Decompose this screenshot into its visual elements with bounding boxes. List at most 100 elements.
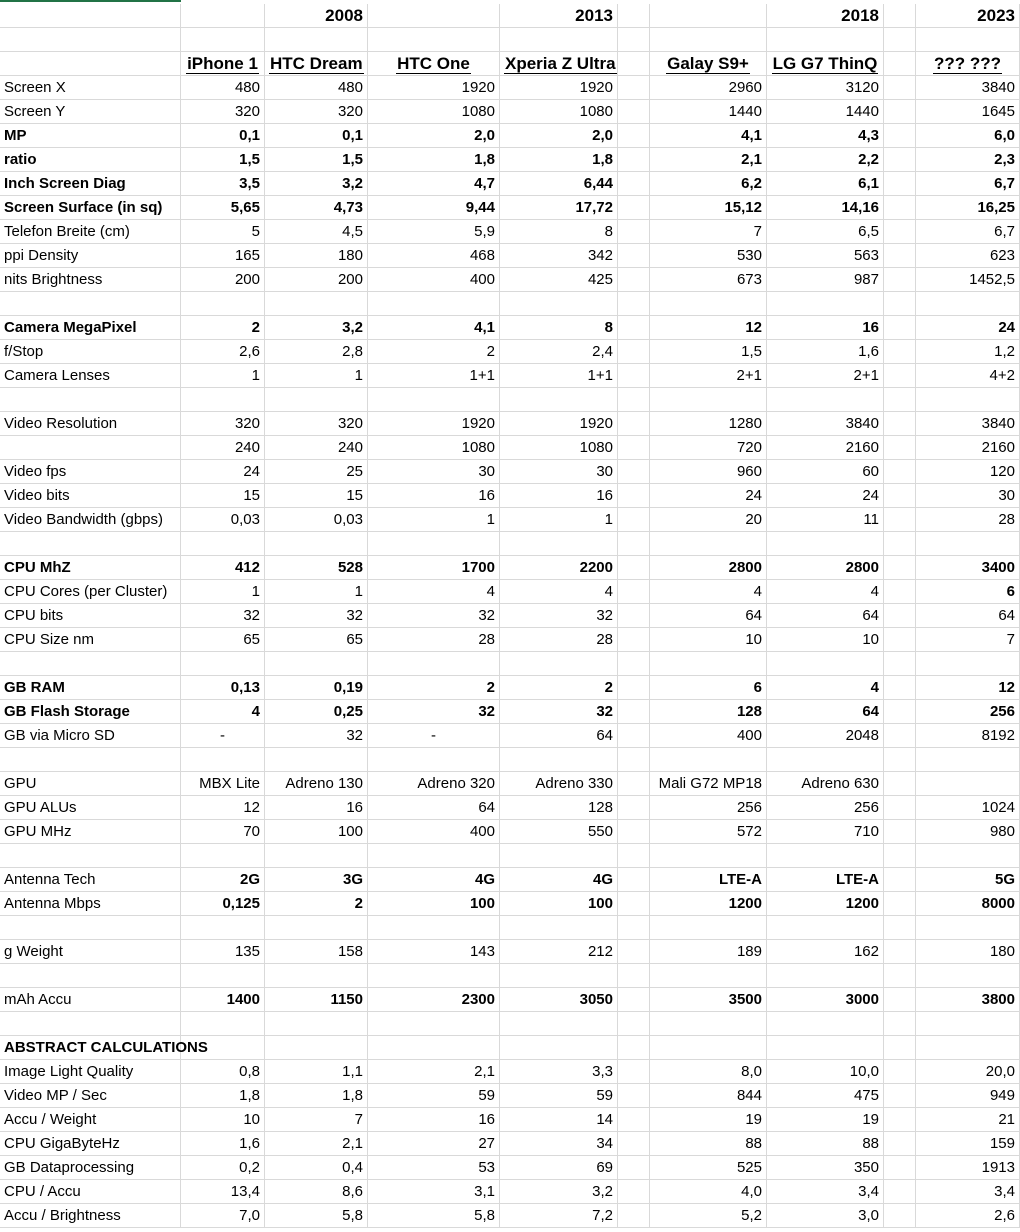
value-cell[interactable]: 2,6	[181, 340, 265, 364]
empty-cell[interactable]	[181, 292, 265, 316]
row-label[interactable]: Telefon Breite (cm)	[0, 220, 181, 244]
value-cell[interactable]: 10	[181, 1108, 265, 1132]
device-header[interactable]: LG G7 ThinQ	[767, 52, 884, 76]
empty-cell[interactable]	[181, 652, 265, 676]
value-cell[interactable]: 189	[650, 940, 767, 964]
empty-cell[interactable]	[618, 436, 650, 460]
value-cell[interactable]: 7	[916, 628, 1020, 652]
value-cell[interactable]: 2,0	[500, 124, 618, 148]
value-cell[interactable]: 710	[767, 820, 884, 844]
value-cell[interactable]	[884, 1204, 916, 1228]
empty-cell[interactable]	[650, 4, 767, 28]
empty-cell[interactable]	[884, 652, 916, 676]
value-cell[interactable]: 2160	[767, 436, 884, 460]
value-cell[interactable]: 400	[368, 268, 500, 292]
value-cell[interactable]: 7,0	[181, 1204, 265, 1228]
value-cell[interactable]	[767, 1036, 884, 1060]
value-cell[interactable]: 20,0	[916, 1060, 1020, 1084]
value-cell[interactable]: 1,8	[181, 1084, 265, 1108]
empty-cell[interactable]	[650, 28, 767, 52]
value-cell[interactable]	[884, 1180, 916, 1204]
value-cell[interactable]: 4,1	[650, 124, 767, 148]
value-cell[interactable]: 143	[368, 940, 500, 964]
value-cell[interactable]: 256	[767, 796, 884, 820]
year-header[interactable]: 2023	[916, 4, 1020, 28]
empty-cell[interactable]	[618, 748, 650, 772]
value-cell[interactable]: 12	[650, 316, 767, 340]
value-cell[interactable]: 4	[767, 580, 884, 604]
empty-cell[interactable]	[618, 340, 650, 364]
row-label[interactable]: GPU MHz	[0, 820, 181, 844]
value-cell[interactable]: 1080	[368, 100, 500, 124]
empty-cell[interactable]	[265, 844, 368, 868]
value-cell[interactable]: 1080	[368, 436, 500, 460]
value-cell[interactable]: Adreno 330	[500, 772, 618, 796]
value-cell[interactable]: 1,5	[181, 148, 265, 172]
value-cell[interactable]: 165	[181, 244, 265, 268]
row-label[interactable]: ABSTRACT CALCULATIONS	[0, 1036, 208, 1060]
empty-cell[interactable]	[650, 1012, 767, 1036]
empty-cell[interactable]	[618, 316, 650, 340]
value-cell[interactable]: 3500	[650, 988, 767, 1012]
row-label[interactable]: mAh Accu	[0, 988, 181, 1012]
value-cell[interactable]: 180	[265, 244, 368, 268]
value-cell[interactable]: 2	[265, 892, 368, 916]
value-cell[interactable]: 64	[767, 700, 884, 724]
value-cell[interactable]: 4,73	[265, 196, 368, 220]
value-cell[interactable]: 0,19	[265, 676, 368, 700]
value-cell[interactable]: 6,2	[650, 172, 767, 196]
empty-cell[interactable]	[884, 844, 916, 868]
empty-cell[interactable]	[916, 844, 1020, 868]
empty-cell[interactable]	[650, 652, 767, 676]
empty-cell[interactable]	[0, 52, 181, 76]
value-cell[interactable]: 480	[181, 76, 265, 100]
value-cell[interactable]: 16	[368, 484, 500, 508]
value-cell[interactable]: 4+2	[916, 364, 1020, 388]
value-cell[interactable]: 15	[265, 484, 368, 508]
value-cell[interactable]: 128	[650, 700, 767, 724]
value-cell[interactable]: 1+1	[500, 364, 618, 388]
value-cell[interactable]: 8	[500, 316, 618, 340]
device-header[interactable]	[884, 52, 916, 76]
value-cell[interactable]: 1,6	[181, 1132, 265, 1156]
value-cell[interactable]: 1	[181, 580, 265, 604]
value-cell[interactable]: 6,7	[916, 220, 1020, 244]
device-header[interactable]: Xperia Z Ultra	[500, 52, 618, 76]
empty-cell[interactable]	[618, 604, 650, 628]
value-cell[interactable]: 1,1	[265, 1060, 368, 1084]
value-cell[interactable]: 4	[181, 700, 265, 724]
empty-cell[interactable]	[884, 28, 916, 52]
empty-cell[interactable]	[265, 28, 368, 52]
value-cell[interactable]: 480	[265, 76, 368, 100]
empty-cell[interactable]	[618, 100, 650, 124]
value-cell[interactable]: 2	[500, 676, 618, 700]
row-label[interactable]: ratio	[0, 148, 181, 172]
value-cell[interactable]: 2048	[767, 724, 884, 748]
value-cell[interactable]	[884, 148, 916, 172]
value-cell[interactable]: 1920	[368, 412, 500, 436]
value-cell[interactable]: 5,9	[368, 220, 500, 244]
value-cell[interactable]: 7	[650, 220, 767, 244]
value-cell[interactable]: 69	[500, 1156, 618, 1180]
value-cell[interactable]: 3,2	[500, 1180, 618, 1204]
empty-cell[interactable]	[0, 28, 181, 52]
value-cell[interactable]: 162	[767, 940, 884, 964]
value-cell[interactable]: 3000	[767, 988, 884, 1012]
empty-cell[interactable]	[368, 28, 500, 52]
value-cell[interactable]: 1150	[265, 988, 368, 1012]
empty-cell[interactable]	[0, 292, 181, 316]
empty-cell[interactable]	[618, 796, 650, 820]
empty-cell[interactable]	[650, 748, 767, 772]
empty-cell[interactable]	[0, 652, 181, 676]
value-cell[interactable]: 20	[650, 508, 767, 532]
value-cell[interactable]: 8000	[916, 892, 1020, 916]
empty-cell[interactable]	[767, 844, 884, 868]
empty-cell[interactable]	[0, 4, 181, 28]
empty-cell[interactable]	[265, 388, 368, 412]
value-cell[interactable]: 400	[650, 724, 767, 748]
empty-cell[interactable]	[0, 964, 181, 988]
value-cell[interactable]: 4,3	[767, 124, 884, 148]
value-cell[interactable]: 1	[500, 508, 618, 532]
value-cell[interactable]	[884, 340, 916, 364]
value-cell[interactable]: 2,1	[265, 1132, 368, 1156]
